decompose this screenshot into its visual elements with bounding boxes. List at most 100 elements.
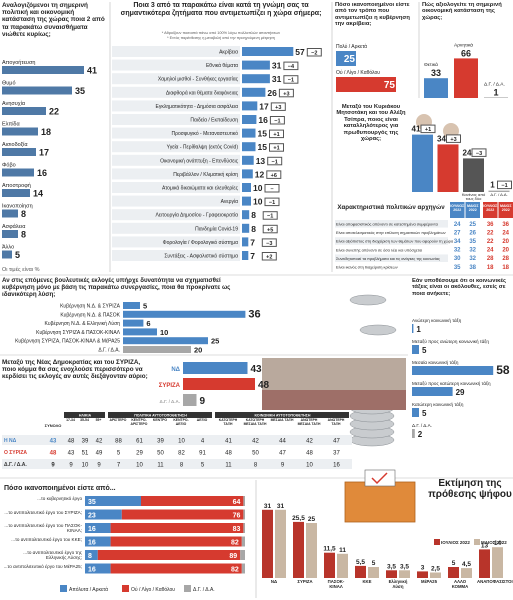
cell: 26 <box>469 230 476 236</box>
category-label: Περιβάλλον / Κλιματική κρίση <box>173 171 238 178</box>
cell: 24 <box>454 222 461 228</box>
cell: 50 <box>252 451 259 457</box>
cell: 36 <box>487 222 494 228</box>
legend-swatch <box>434 539 440 545</box>
row-band <box>335 254 448 262</box>
panel-title: Πόσο ικανοποιημένοι είστε από τον τρόπο … <box>335 2 410 28</box>
cell: 9 <box>97 463 101 469</box>
value-label: 82 <box>231 566 239 573</box>
change-box <box>497 180 512 190</box>
category-label: Μεταξύ προς κατώτερη κοινωνική τάξη <box>412 380 491 387</box>
column-header: ΚΕΝΤΡΟ <box>152 418 168 422</box>
change-box <box>262 211 278 220</box>
note: * Αθροίζουν ποσοστά πάνω από 100% λόγω π… <box>162 31 280 35</box>
legend-label: Ού / Λίγο / Καθόλου <box>131 586 175 593</box>
row-label: Δ.Γ. / Δ.Α. <box>4 462 27 468</box>
bar <box>123 328 157 336</box>
category-label: Κυβέρνηση ΣΥΡΙΖΑ, ΠΑΣΟΚ-ΚΙΝΑΛ & ΜέΡΑ25 <box>15 338 120 345</box>
cell: 28 <box>487 256 494 262</box>
change-label: +3 <box>283 91 289 97</box>
label-band <box>112 236 240 248</box>
label-band <box>112 46 240 57</box>
bar <box>242 87 266 97</box>
cell: 10 <box>136 463 143 469</box>
category-label: Διαφθορά και θέματα διαφάνειας <box>166 89 239 96</box>
value-label: 25 <box>344 54 356 65</box>
value-label: 3,5 <box>387 563 396 570</box>
party-label: Δ.Γ. / Δ.Α. <box>159 399 180 404</box>
change-label: +3 <box>275 105 281 111</box>
bar <box>412 366 494 375</box>
value-label: 12 <box>255 169 265 179</box>
value-label: 2,5 <box>431 566 440 573</box>
column-header: ΚΑΤΩΤΕΡΗ ΜΕΣΑΙΑ ΤΑΞΗ <box>243 418 267 426</box>
value-label: 4,5 <box>462 561 471 568</box>
bar <box>242 196 251 206</box>
category-label: Χαμηλοί μισθοί - Συνθήκες εργασίας <box>158 76 239 83</box>
panel-title: Αναλογιζόμενοι τη σημερινή πολιτική και … <box>2 2 105 38</box>
cell: 27 <box>454 230 461 236</box>
bar <box>183 362 248 374</box>
value-label: 8 <box>88 553 92 560</box>
category-label: Θετικά <box>424 61 438 68</box>
value-label: 75 <box>384 80 396 91</box>
value-label: 16 <box>258 115 268 125</box>
cell: 48 <box>50 451 57 457</box>
bar <box>463 158 484 192</box>
value-label: 6 <box>146 319 150 328</box>
category-label: Λειτουργία Δημοσίου - Γραφειοκρατία <box>155 213 238 219</box>
category-label: ...το αντιπολιτευτικό έργο του ΣΥΡΙΖΑ; <box>4 509 82 515</box>
bar <box>242 74 270 84</box>
cell: 35 <box>454 265 461 271</box>
value-label: 24 <box>463 148 472 157</box>
bar <box>488 190 510 192</box>
category-label: ...το κυβερνητικό έργο <box>37 496 82 501</box>
bar-segment <box>85 523 111 533</box>
value-label: 31 <box>277 503 285 510</box>
value-label: 83 <box>233 526 241 533</box>
cell: 35 <box>469 239 476 245</box>
value-label: 25 <box>211 337 219 346</box>
bar <box>2 127 38 136</box>
bar <box>454 58 478 98</box>
value-label: 8 <box>21 209 26 219</box>
change-label: +3 <box>450 137 456 143</box>
cell: 24 <box>502 230 509 236</box>
value-label: 29 <box>456 388 465 397</box>
value-label: 9 <box>200 396 206 407</box>
category-label: Εθνικά θέματα <box>206 62 238 69</box>
bar <box>412 324 414 333</box>
photo <box>262 390 406 410</box>
column-header: ΑΝΩΤΕΡΗ ΤΑΞΗ <box>327 418 345 426</box>
cell: 43 <box>68 451 75 457</box>
panel-title: Πώς αξιολογείτε τη σημερινή οικονομική κ… <box>422 2 502 21</box>
cell: 38 <box>469 265 476 271</box>
ballot-box <box>344 469 416 523</box>
bar <box>2 250 12 259</box>
panel-title: Εάν υποθέσουμε ότι οι κοινωνικές τάξεις … <box>412 278 506 297</box>
cell: 5 <box>117 451 121 457</box>
category-label: ΚΚΕ <box>362 579 372 584</box>
bar <box>412 387 453 396</box>
change-box <box>446 134 461 143</box>
column-header: 17-34 <box>66 418 75 422</box>
label-band <box>112 127 240 139</box>
bar <box>242 223 250 233</box>
bar <box>355 565 366 578</box>
group-header: ΚΟΙΝΩΝΙΚΗ ΑΥΤΟΤΟΠΟΘΕΤΗΣΗ <box>255 414 311 418</box>
cell: 48 <box>68 439 75 445</box>
cell: 10 <box>178 439 185 445</box>
label-band <box>112 114 240 125</box>
change-box <box>270 102 286 111</box>
change-box <box>269 143 284 152</box>
group-header-bg <box>215 412 349 418</box>
legend-label: ΙΟΥΛΙΟΣ 2022 <box>441 540 470 545</box>
group-header-bg <box>108 412 212 418</box>
cell: 61 <box>136 439 143 445</box>
cell: 50 <box>157 451 164 457</box>
cell: 32 <box>469 256 476 262</box>
category-label: Αρνητικά <box>454 41 473 48</box>
category-label: Κυβέρνηση ΣΥΡΙΖΑ & ΠΑΣΟΚ-ΚΙΝΑΛ <box>36 329 121 336</box>
